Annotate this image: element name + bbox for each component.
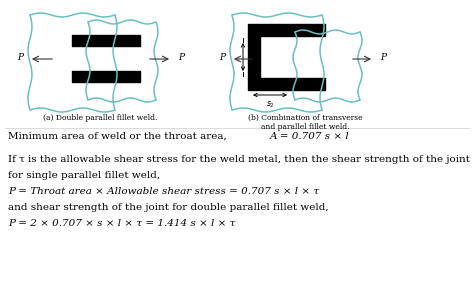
Text: and shear strength of the joint for double parallel fillet weld,: and shear strength of the joint for doub… bbox=[8, 203, 328, 212]
Text: Minimum area of weld or the throat area,: Minimum area of weld or the throat area, bbox=[8, 132, 227, 141]
Text: P = 2 × 0.707 × s × l × τ = 1.414 s × l × τ: P = 2 × 0.707 × s × l × τ = 1.414 s × l … bbox=[8, 219, 236, 228]
Text: P: P bbox=[178, 52, 184, 62]
Text: (b) Combination of transverse
and parallel fillet weld.: (b) Combination of transverse and parall… bbox=[248, 114, 362, 131]
Text: P: P bbox=[219, 52, 225, 62]
Text: (a) Double parallel fillet weld.: (a) Double parallel fillet weld. bbox=[43, 114, 157, 122]
Text: P: P bbox=[17, 52, 23, 62]
Text: If τ is the allowable shear stress for the weld metal, then the shear strength o: If τ is the allowable shear stress for t… bbox=[8, 155, 470, 164]
Text: $l_2$: $l_2$ bbox=[247, 51, 254, 63]
Text: for single parallel fillet weld,: for single parallel fillet weld, bbox=[8, 171, 160, 180]
Text: P = Throat area × Allowable shear stress = 0.707 s × l × τ: P = Throat area × Allowable shear stress… bbox=[8, 187, 319, 196]
Text: $s_2$: $s_2$ bbox=[265, 99, 274, 110]
Text: A = 0.707 s × l: A = 0.707 s × l bbox=[270, 132, 350, 141]
Text: P: P bbox=[380, 52, 386, 62]
